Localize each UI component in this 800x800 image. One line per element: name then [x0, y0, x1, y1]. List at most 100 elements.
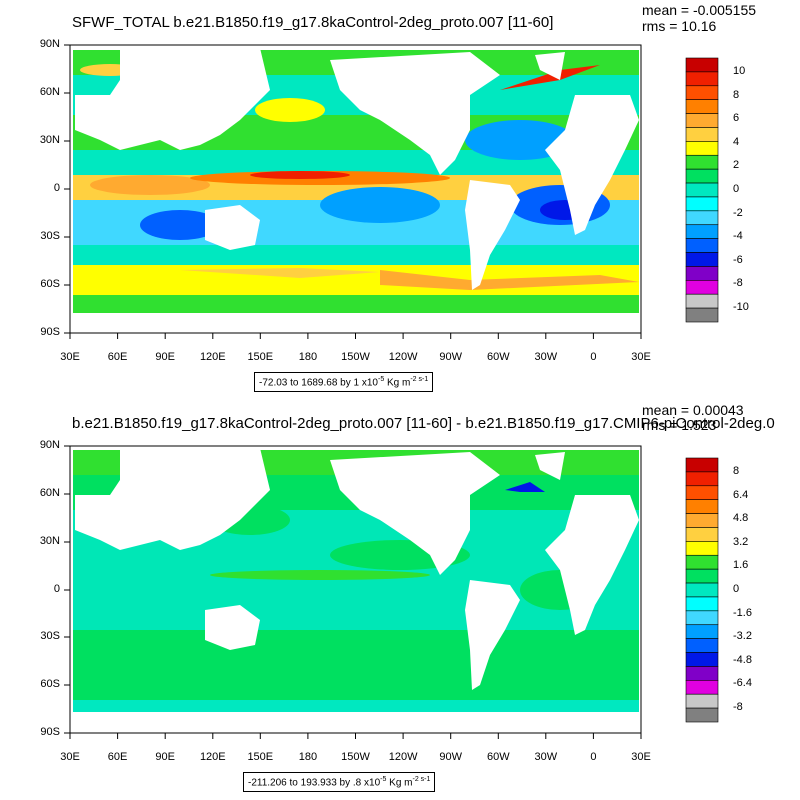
- colorbar-swatch: [685, 293, 719, 309]
- panel2-map: [69, 445, 642, 734]
- panel2-mean: mean = 0.00043: [642, 402, 744, 418]
- colorbar-label: -2: [733, 206, 743, 219]
- colorbar-swatch: [685, 624, 719, 639]
- colorbar-swatch: [685, 554, 719, 570]
- panel1-range-prefix: -72.03 to 1689.68 by 1 x10: [259, 377, 378, 389]
- colorbar-swatch: [685, 85, 719, 100]
- colorbar-swatch: [685, 71, 719, 87]
- panel1-lon-label: 120E: [199, 351, 226, 363]
- panel1-ticks: [64, 44, 642, 339]
- panel2-lon-label: 120E: [199, 751, 226, 763]
- panel2-lat-label: 30S: [40, 630, 60, 642]
- panel2-lat-label: 30N: [39, 535, 60, 547]
- panel2-lon-label: 150E: [247, 751, 274, 763]
- panel1-lon-label: 0: [590, 351, 597, 363]
- colorbar-swatch: [685, 210, 719, 226]
- panel1-map: [69, 44, 642, 334]
- panel1-title: SFWF_TOTAL b.e21.B1850.f19_g17.8kaContro…: [72, 14, 554, 31]
- colorbar-label: 2: [733, 159, 740, 172]
- panel2-range-prefix: -211.206 to 193.933 by .8 x10: [248, 777, 381, 789]
- colorbar-label: -8: [733, 701, 743, 714]
- panel2-ticks: [64, 445, 642, 739]
- panel1-lon-label: 150E: [247, 351, 274, 363]
- colorbar-swatch: [685, 182, 719, 198]
- panel2-lon-label: 60W: [486, 751, 510, 763]
- colorbar-swatch: [685, 693, 719, 709]
- colorbar-swatch: [685, 224, 719, 239]
- panel1-range-unit: Kg m: [384, 377, 411, 389]
- colorbar-swatch: [685, 127, 719, 142]
- colorbar-label: -1.6: [733, 606, 752, 619]
- colorbar-swatch: [685, 280, 719, 295]
- panel1-lon-label: 60W: [486, 351, 510, 363]
- colorbar-swatch: [685, 238, 719, 253]
- colorbar-swatch: [685, 252, 719, 267]
- panel2-lon-label: 60E: [107, 751, 128, 763]
- panel2-lon-label: 30E: [631, 751, 651, 763]
- colorbar-swatch: [685, 666, 719, 681]
- colorbar-swatch: [685, 266, 719, 281]
- panel1-lat-label: 0: [53, 182, 60, 194]
- colorbar-swatch: [685, 196, 719, 212]
- colorbar-swatch: [685, 141, 719, 156]
- panel2-range-unit-exp: -2 s-1: [412, 776, 431, 783]
- panel2-lon-label: 180: [298, 751, 318, 763]
- colorbar-label: 6.4: [733, 488, 749, 501]
- panel1-lon-label: 90W: [439, 351, 462, 363]
- colorbar-swatch: [685, 154, 719, 170]
- colorbar-swatch: [685, 582, 719, 598]
- colorbar-label: -4: [733, 230, 743, 243]
- panel2-rms: rms = 1.523: [642, 417, 717, 433]
- panel1-lon-label: 30E: [631, 351, 651, 363]
- colorbar-label: 8: [733, 88, 740, 101]
- colorbar-label: 6: [733, 112, 740, 125]
- panel1-lon-label: 30W: [534, 351, 558, 363]
- panel2-colorbar: [685, 457, 719, 723]
- panel1-rms: rms = 10.16: [642, 18, 717, 34]
- colorbar-swatch: [685, 568, 719, 584]
- panel2-range-exp: -5: [380, 776, 387, 783]
- panel2-lat-label: 0: [53, 583, 60, 595]
- colorbar-label: 1.6: [733, 559, 749, 572]
- colorbar-swatch: [685, 57, 719, 73]
- colorbar-swatch: [685, 596, 719, 612]
- panel1-range-unit-exp: -2 s-1: [410, 376, 429, 383]
- panel1-lat-label: 90N: [39, 38, 60, 50]
- panel1-range-exp: -5: [377, 376, 385, 383]
- colorbar-swatch: [685, 527, 719, 542]
- colorbar-swatch: [685, 680, 719, 695]
- colorbar-swatch: [685, 113, 719, 128]
- panel1-lon-label: 150W: [341, 351, 370, 363]
- colorbar-label: 4: [733, 135, 740, 148]
- panel2-lat-label: 90S: [40, 726, 60, 738]
- colorbar-swatch: [685, 457, 719, 473]
- panel1-mean: mean = -0.005155: [642, 2, 757, 18]
- colorbar-swatch: [685, 471, 719, 487]
- colorbar-swatch: [685, 638, 719, 653]
- colorbar-swatch: [685, 541, 719, 556]
- colorbar-label: 3.2: [733, 535, 749, 548]
- colorbar-swatch: [685, 610, 719, 626]
- panel1-lat-label: 30N: [39, 134, 60, 146]
- colorbar-label: 0: [733, 583, 740, 595]
- panel2-lon-label: 0: [590, 751, 597, 763]
- panel2-lat-label: 90N: [39, 439, 60, 451]
- panel2-lon-label: 90E: [155, 751, 175, 763]
- panel1-lon-label: 30E: [60, 351, 80, 363]
- colorbar-swatch: [685, 168, 719, 184]
- panel2-lon-label: 90W: [439, 751, 462, 763]
- panel2-range-unit: Kg m: [386, 777, 413, 789]
- colorbar-swatch: [685, 499, 719, 514]
- colorbar-label: -6: [733, 253, 743, 266]
- colorbar-label: -4.8: [733, 653, 752, 666]
- colorbar-swatch: [685, 513, 719, 528]
- panel1-lat-label: 60S: [40, 278, 60, 290]
- colorbar-label: -6.4: [733, 677, 752, 690]
- panel1-lat-label: 90S: [40, 326, 60, 338]
- colorbar-swatch: [685, 707, 719, 723]
- panel1-lon-label: 60E: [107, 351, 128, 363]
- panel1-lon-label: 90E: [155, 351, 175, 363]
- panel2-title: b.e21.B1850.f19_g17.8kaControl-2deg_prot…: [72, 415, 775, 432]
- colorbar-label: 0: [733, 183, 740, 195]
